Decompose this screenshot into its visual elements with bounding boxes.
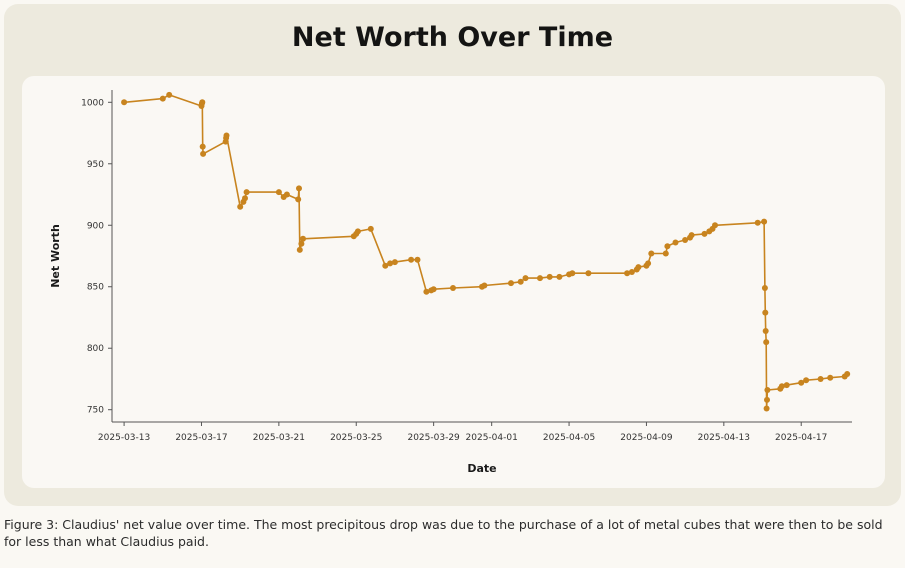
data-point bbox=[537, 275, 543, 282]
data-point bbox=[508, 280, 514, 287]
data-point bbox=[481, 282, 488, 289]
data-point bbox=[242, 195, 248, 202]
data-point bbox=[763, 405, 770, 412]
data-point bbox=[387, 260, 394, 267]
data-point bbox=[367, 225, 374, 232]
data-point bbox=[635, 264, 642, 271]
data-point bbox=[648, 250, 655, 257]
x-tick-label: 2025-04-13 bbox=[698, 433, 750, 443]
data-point bbox=[275, 189, 282, 196]
data-point bbox=[569, 270, 576, 277]
data-point bbox=[688, 232, 695, 239]
data-point bbox=[296, 246, 303, 253]
data-point bbox=[664, 243, 671, 250]
data-point bbox=[844, 371, 851, 377]
data-point bbox=[827, 374, 834, 381]
x-tick-label: 2025-04-09 bbox=[620, 433, 673, 443]
data-point bbox=[121, 99, 128, 106]
data-point bbox=[450, 285, 456, 291]
data-point bbox=[546, 273, 553, 280]
y-axis-label: Net Worth bbox=[49, 224, 62, 288]
data-point bbox=[754, 219, 761, 226]
x-tick-label: 2025-03-17 bbox=[175, 433, 227, 443]
plot-card bbox=[22, 76, 885, 488]
data-point bbox=[662, 250, 669, 257]
data-point bbox=[199, 143, 206, 150]
data-point bbox=[300, 235, 306, 242]
data-point bbox=[354, 228, 361, 235]
data-point bbox=[761, 218, 768, 225]
data-point bbox=[764, 387, 771, 393]
data-point bbox=[166, 91, 173, 98]
x-tick-label: 2025-04-01 bbox=[466, 433, 518, 443]
chart-title: Net Worth Over Time bbox=[291, 22, 614, 53]
x-tick-label: 2025-03-13 bbox=[98, 433, 150, 443]
figure-caption: Figure 3: Claudius' net value over time.… bbox=[4, 517, 883, 549]
y-tick-label: 950 bbox=[87, 160, 104, 170]
data-point bbox=[778, 383, 785, 390]
data-point bbox=[283, 191, 290, 198]
data-point bbox=[243, 189, 250, 196]
data-point bbox=[585, 270, 592, 277]
data-point bbox=[237, 203, 244, 210]
data-point bbox=[408, 256, 415, 263]
data-point bbox=[223, 132, 230, 139]
data-point bbox=[624, 270, 631, 277]
data-point bbox=[200, 150, 207, 157]
data-point bbox=[159, 95, 166, 102]
data-point bbox=[701, 230, 708, 237]
series-group bbox=[121, 91, 851, 412]
data-point bbox=[430, 286, 437, 293]
x-tick-label: 2025-04-17 bbox=[775, 433, 827, 443]
data-point bbox=[645, 260, 652, 267]
data-point bbox=[803, 377, 810, 384]
data-point bbox=[298, 240, 305, 247]
data-point bbox=[199, 99, 206, 106]
x-axis-label: Date bbox=[467, 462, 496, 475]
x-tick-label: 2025-03-25 bbox=[330, 433, 382, 443]
x-tick-label: 2025-03-29 bbox=[407, 433, 460, 443]
x-ticks: 2025-03-13 2025-03-17 2025-03-21 2025-03-25… bbox=[98, 422, 827, 443]
data-point bbox=[798, 379, 805, 386]
data-point bbox=[391, 259, 398, 266]
data-point bbox=[414, 256, 421, 263]
data-point bbox=[762, 328, 769, 334]
x-tick-label: 2025-03-21 bbox=[253, 433, 305, 443]
y-tick-label: 750 bbox=[87, 406, 104, 416]
data-point bbox=[423, 288, 430, 295]
y-tick-label: 1000 bbox=[81, 98, 104, 108]
data-point bbox=[556, 273, 563, 280]
y-tick-label: 850 bbox=[87, 283, 104, 293]
data-point bbox=[764, 396, 770, 403]
axes bbox=[111, 90, 852, 423]
data-point bbox=[517, 278, 524, 285]
data-point bbox=[628, 269, 635, 275]
data-point bbox=[382, 262, 389, 269]
data-point bbox=[761, 285, 768, 291]
data-point bbox=[712, 222, 718, 229]
data-point bbox=[763, 339, 770, 346]
y-tick-label: 800 bbox=[87, 344, 104, 354]
y-ticks: 750 800 850 900 950 1000 bbox=[81, 98, 112, 416]
data-point bbox=[296, 185, 302, 192]
data-point bbox=[817, 376, 824, 382]
data-point bbox=[762, 309, 769, 316]
data-point bbox=[295, 196, 302, 203]
series-line bbox=[124, 94, 848, 410]
y-tick-label: 900 bbox=[87, 221, 104, 231]
x-tick-label: 2025-04-05 bbox=[543, 433, 595, 443]
data-point bbox=[682, 237, 689, 243]
data-point bbox=[783, 382, 790, 389]
data-point bbox=[672, 239, 679, 246]
data-point bbox=[522, 275, 529, 282]
